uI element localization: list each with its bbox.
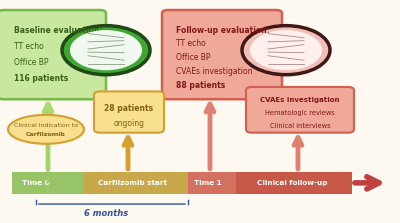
Circle shape (250, 30, 322, 70)
Bar (12, 172, 84, 194)
Text: Time 0: Time 0 (22, 180, 50, 186)
Text: TT echo: TT echo (176, 39, 206, 48)
Circle shape (70, 30, 142, 70)
Text: Follow-up evaluation:: Follow-up evaluation: (176, 26, 270, 35)
Text: Time 1: Time 1 (194, 180, 222, 186)
Text: 88 patients: 88 patients (176, 81, 225, 90)
Circle shape (242, 26, 330, 75)
FancyBboxPatch shape (162, 10, 282, 99)
FancyBboxPatch shape (246, 87, 354, 133)
Circle shape (62, 26, 150, 75)
Text: CVAEs investigation: CVAEs investigation (260, 97, 340, 103)
Text: 116 patients: 116 patients (14, 74, 68, 83)
Text: Baseline evaluation:: Baseline evaluation: (14, 26, 102, 35)
Text: ongoing: ongoing (114, 119, 144, 128)
Text: Carfilzomib: Carfilzomib (26, 132, 66, 137)
Bar (236, 172, 352, 194)
Text: 28 patients: 28 patients (104, 104, 154, 113)
Bar (84, 172, 188, 194)
Text: 6 months: 6 months (84, 209, 128, 217)
Text: Office BP: Office BP (176, 53, 210, 62)
FancyBboxPatch shape (94, 91, 164, 133)
Text: Clinical indication to: Clinical indication to (14, 123, 78, 128)
FancyBboxPatch shape (0, 10, 106, 99)
Text: Carfilzomib start: Carfilzomib start (98, 180, 166, 186)
Text: Office BP: Office BP (14, 58, 48, 67)
Text: Clinical interviews: Clinical interviews (270, 123, 330, 129)
Bar (188, 172, 236, 194)
Ellipse shape (8, 115, 84, 144)
Text: TT echo: TT echo (14, 42, 44, 51)
Text: Clinical follow-up: Clinical follow-up (257, 180, 327, 186)
Text: CVAEs investigation: CVAEs investigation (176, 67, 252, 76)
Text: Hematologic reviews: Hematologic reviews (265, 110, 335, 116)
